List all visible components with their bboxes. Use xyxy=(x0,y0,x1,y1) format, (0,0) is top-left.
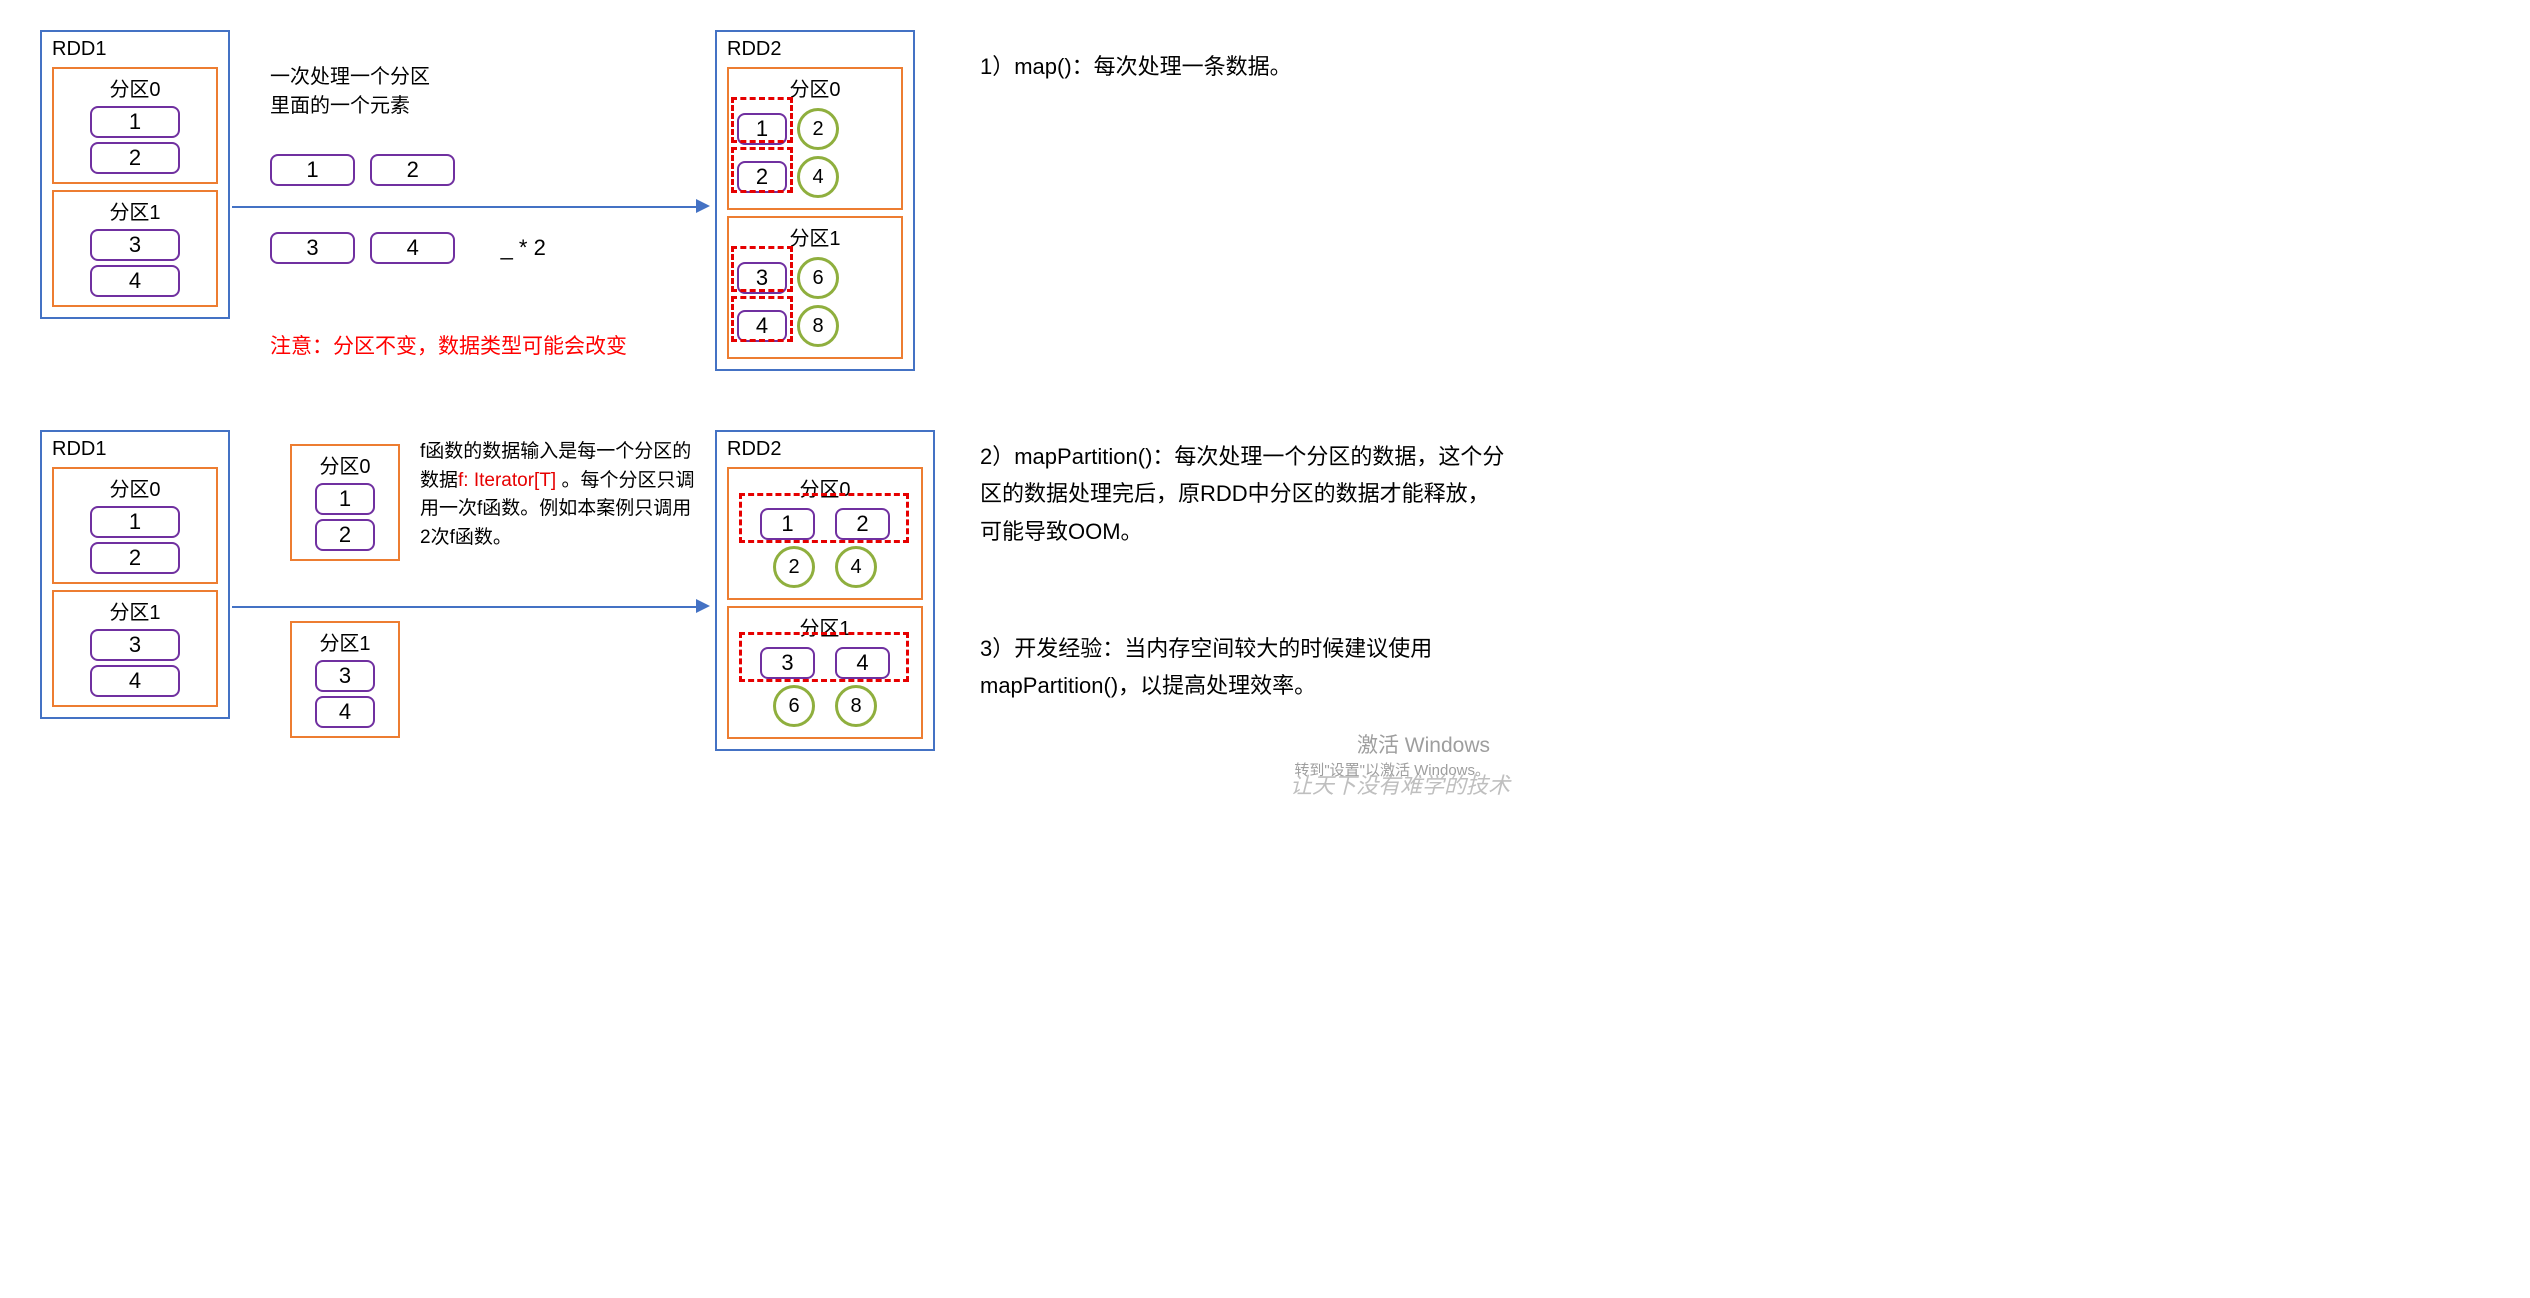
element: 3 xyxy=(315,660,375,692)
arrow-head-icon xyxy=(696,599,710,613)
partition-label: 分区0 xyxy=(737,73,893,102)
bottom-desc: f函数的数据输入是每一个分区的数据f: Iterator[T] 。每个分区只调用… xyxy=(420,438,700,552)
partition-1: 分区1 3 6 4 8 xyxy=(727,216,903,359)
element: 4 xyxy=(90,265,180,297)
arrow-head-icon xyxy=(696,199,710,213)
partition-label: 分区1 xyxy=(737,612,913,641)
rdd-title: RDD1 xyxy=(52,438,218,461)
element: 3 xyxy=(90,629,180,661)
note-2: 2）mapPartition()：每次处理一个分区的数据，这个分区的数据处理完后… xyxy=(980,438,1510,550)
element: 4 xyxy=(835,647,890,679)
partition-label: 分区0 xyxy=(62,73,208,102)
arrow-line xyxy=(232,206,696,208)
result-circle: 4 xyxy=(797,156,839,198)
result-circle: 2 xyxy=(773,546,815,588)
top-desc: 一次处理一个分区 里面的一个元素 xyxy=(270,60,430,118)
partition-label: 分区1 xyxy=(300,627,390,656)
element: 4 xyxy=(315,696,375,728)
element: 2 xyxy=(737,161,787,193)
rdd-title: RDD2 xyxy=(727,438,923,461)
rdd-title: RDD1 xyxy=(52,38,218,61)
partition-1: 分区1 3 4 6 8 xyxy=(727,606,923,739)
partition-1: 分区1 3 4 xyxy=(52,590,218,707)
result-circle: 8 xyxy=(835,685,877,727)
element: 2 xyxy=(90,142,180,174)
element: 1 xyxy=(760,508,815,540)
partition-label: 分区1 xyxy=(62,196,208,225)
result-circle: 6 xyxy=(797,257,839,299)
partition-label: 分区1 xyxy=(737,222,893,251)
element: 3 xyxy=(90,229,180,261)
stream-el: 1 xyxy=(270,154,355,186)
element: 1 xyxy=(737,113,787,145)
partition-label: 分区0 xyxy=(300,450,390,479)
stream-el: 3 xyxy=(270,232,355,264)
partition-label: 分区1 xyxy=(62,596,208,625)
rdd-title: RDD2 xyxy=(727,38,903,61)
note-1: 1）map()：每次处理一条数据。 xyxy=(980,48,1510,85)
bottom-rdd2: RDD2 分区0 1 2 2 4 分区1 3 4 6 8 xyxy=(715,430,935,751)
element: 4 xyxy=(737,310,787,342)
partition-0: 分区0 1 2 2 4 xyxy=(727,467,923,600)
result-circle: 8 xyxy=(797,305,839,347)
desc-line: 里面的一个元素 xyxy=(270,95,410,117)
top-rdd2: RDD2 分区0 1 2 2 4 分区1 3 6 4 8 xyxy=(715,30,915,371)
bottom-rdd1: RDD1 分区0 1 2 分区1 3 4 xyxy=(40,430,230,719)
stream-el: 4 xyxy=(370,232,455,264)
stream-el: 2 xyxy=(370,154,455,186)
mid-partition-1: 分区1 3 4 xyxy=(290,621,400,738)
partition-0: 分区0 1 2 xyxy=(52,467,218,584)
element: 3 xyxy=(737,262,787,294)
element: 2 xyxy=(835,508,890,540)
result-circle: 6 xyxy=(773,685,815,727)
stream-row-0: 1 2 xyxy=(270,150,455,186)
watermark-title: 激活 Windows xyxy=(1294,729,1490,759)
result-circle: 2 xyxy=(797,108,839,150)
partition-label: 分区0 xyxy=(62,473,208,502)
partition-1: 分区1 3 4 xyxy=(52,190,218,307)
diagram-canvas: RDD1 分区0 1 2 分区1 3 4 一次处理一个分区 里面的一个元素 1 … xyxy=(20,20,1530,810)
element: 3 xyxy=(760,647,815,679)
formula: _ * 2 xyxy=(501,235,546,260)
element: 1 xyxy=(315,483,375,515)
note-3: 3）开发经验：当内存空间较大的时候建议使用mapPartition()，以提高处… xyxy=(980,630,1510,705)
element: 4 xyxy=(90,665,180,697)
element: 2 xyxy=(315,519,375,551)
desc-line: 一次处理一个分区 xyxy=(270,66,430,88)
partition-0: 分区0 1 2 2 4 xyxy=(727,67,903,210)
partition-0: 分区0 1 2 xyxy=(52,67,218,184)
partition-label: 分区0 xyxy=(737,473,913,502)
mid-partition-0: 分区0 1 2 xyxy=(290,444,400,561)
stream-row-1: 3 4 _ * 2 xyxy=(270,228,546,264)
slogan-watermark: 让天下没有难学的技术 xyxy=(1290,768,1510,800)
top-rdd1: RDD1 分区0 1 2 分区1 3 4 xyxy=(40,30,230,319)
iterator-type: f: Iterator[T] xyxy=(458,470,556,491)
arrow-line xyxy=(232,606,696,608)
element: 2 xyxy=(90,542,180,574)
result-circle: 4 xyxy=(835,546,877,588)
warning-text: 注意：分区不变，数据类型可能会改变 xyxy=(270,330,627,360)
element: 1 xyxy=(90,106,180,138)
element: 1 xyxy=(90,506,180,538)
